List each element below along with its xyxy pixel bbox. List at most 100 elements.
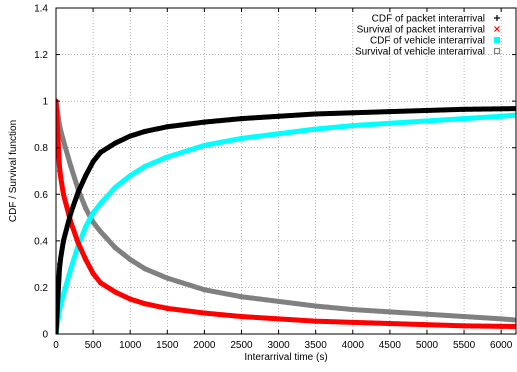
- data-point: [112, 184, 118, 190]
- data-point: [424, 118, 430, 124]
- x-tick-label: 3500: [305, 340, 328, 351]
- y-tick-label: 0.8: [34, 143, 48, 154]
- data-point: [387, 120, 393, 126]
- data-point: [461, 116, 467, 122]
- series-0: [56, 105, 516, 334]
- x-tick-label: 2500: [230, 340, 253, 351]
- x-tick-label: 2000: [193, 340, 216, 351]
- data-point: [68, 266, 74, 272]
- data-point: [313, 126, 319, 132]
- series-1: [56, 98, 516, 330]
- data-point: [90, 159, 96, 165]
- legend-marker: [494, 26, 500, 32]
- data-point: [275, 316, 282, 322]
- data-point: [142, 266, 148, 272]
- data-point: [57, 261, 63, 267]
- data-point: [350, 319, 356, 325]
- data-point: [142, 128, 148, 135]
- data-point: [97, 280, 104, 286]
- data-point: [68, 163, 74, 169]
- data-point: [90, 210, 96, 216]
- series-line: [56, 98, 516, 323]
- y-tick-label: 1.4: [34, 4, 48, 15]
- data-point: [201, 310, 207, 316]
- series-2: [56, 112, 516, 334]
- data-point: [387, 320, 393, 327]
- data-point: [60, 291, 67, 298]
- data-point: [350, 110, 356, 116]
- data-point: [275, 113, 282, 119]
- data-point: [424, 311, 430, 317]
- data-point: [387, 109, 393, 115]
- x-tick-label: 500: [85, 340, 102, 351]
- data-point: [97, 201, 104, 207]
- data-point: [97, 149, 104, 155]
- data-point: [387, 309, 393, 315]
- data-point: [461, 106, 467, 112]
- x-axis-title: Interarrival time (s): [244, 352, 327, 363]
- data-point: [350, 306, 356, 313]
- data-point: [513, 105, 516, 112]
- data-point: [498, 106, 504, 112]
- legend-label: Survival of vehicle interarrival: [355, 47, 485, 58]
- x-tick-label: 1000: [119, 340, 142, 351]
- data-point: [513, 112, 516, 118]
- y-tick-label: 0.2: [34, 283, 48, 294]
- x-tick-label: 3000: [267, 340, 290, 351]
- legend-marker: [494, 15, 500, 21]
- y-tick-label: 0: [42, 330, 48, 341]
- data-point: [57, 168, 63, 174]
- data-point: [127, 296, 133, 302]
- data-point: [201, 287, 207, 293]
- data-point: [83, 224, 89, 230]
- data-point: [68, 210, 74, 216]
- x-tick-label: 1500: [156, 340, 179, 351]
- y-tick-label: 0.6: [34, 190, 48, 201]
- data-point: [83, 205, 89, 211]
- x-tick-label: 5000: [416, 340, 439, 351]
- data-point: [424, 107, 430, 114]
- data-point: [238, 116, 245, 122]
- data-point: [56, 331, 59, 334]
- data-point: [238, 294, 245, 300]
- data-point: [97, 228, 104, 235]
- data-point: [75, 189, 81, 195]
- data-point: [164, 305, 170, 311]
- data-point: [498, 316, 504, 322]
- data-point: [90, 219, 96, 225]
- data-point: [275, 131, 282, 137]
- grid: [56, 8, 516, 334]
- y-axis-title: CDF / Survival function: [8, 120, 19, 222]
- data-point: [83, 256, 89, 263]
- data-point: [60, 138, 67, 144]
- data-point: [498, 323, 504, 329]
- data-point: [164, 124, 170, 130]
- data-point: [238, 135, 245, 141]
- data-point: [201, 142, 207, 148]
- plot-frame: [55, 7, 517, 335]
- data-point: [164, 275, 170, 281]
- legend-marker: [493, 47, 501, 55]
- data-point: [142, 301, 148, 307]
- legend-marker: [494, 37, 500, 43]
- data-point: [201, 119, 207, 125]
- x-tick-label: 5500: [453, 340, 476, 351]
- data-point: [238, 313, 245, 320]
- data-point: [127, 173, 133, 179]
- y-tick-label: 0.4: [34, 236, 48, 247]
- legend-label: CDF of packet interarrival: [372, 14, 485, 25]
- data-point: [60, 191, 67, 197]
- data-point: [313, 111, 319, 117]
- y-tick-label: 1.2: [34, 50, 48, 61]
- data-point: [75, 240, 81, 246]
- series-line: [56, 112, 516, 334]
- data-point: [275, 298, 282, 304]
- data-point: [112, 289, 118, 295]
- data-point: [498, 113, 504, 119]
- legend-label: Survival of packet interarrival: [357, 25, 485, 36]
- data-point: [127, 256, 133, 263]
- data-point: [461, 323, 467, 329]
